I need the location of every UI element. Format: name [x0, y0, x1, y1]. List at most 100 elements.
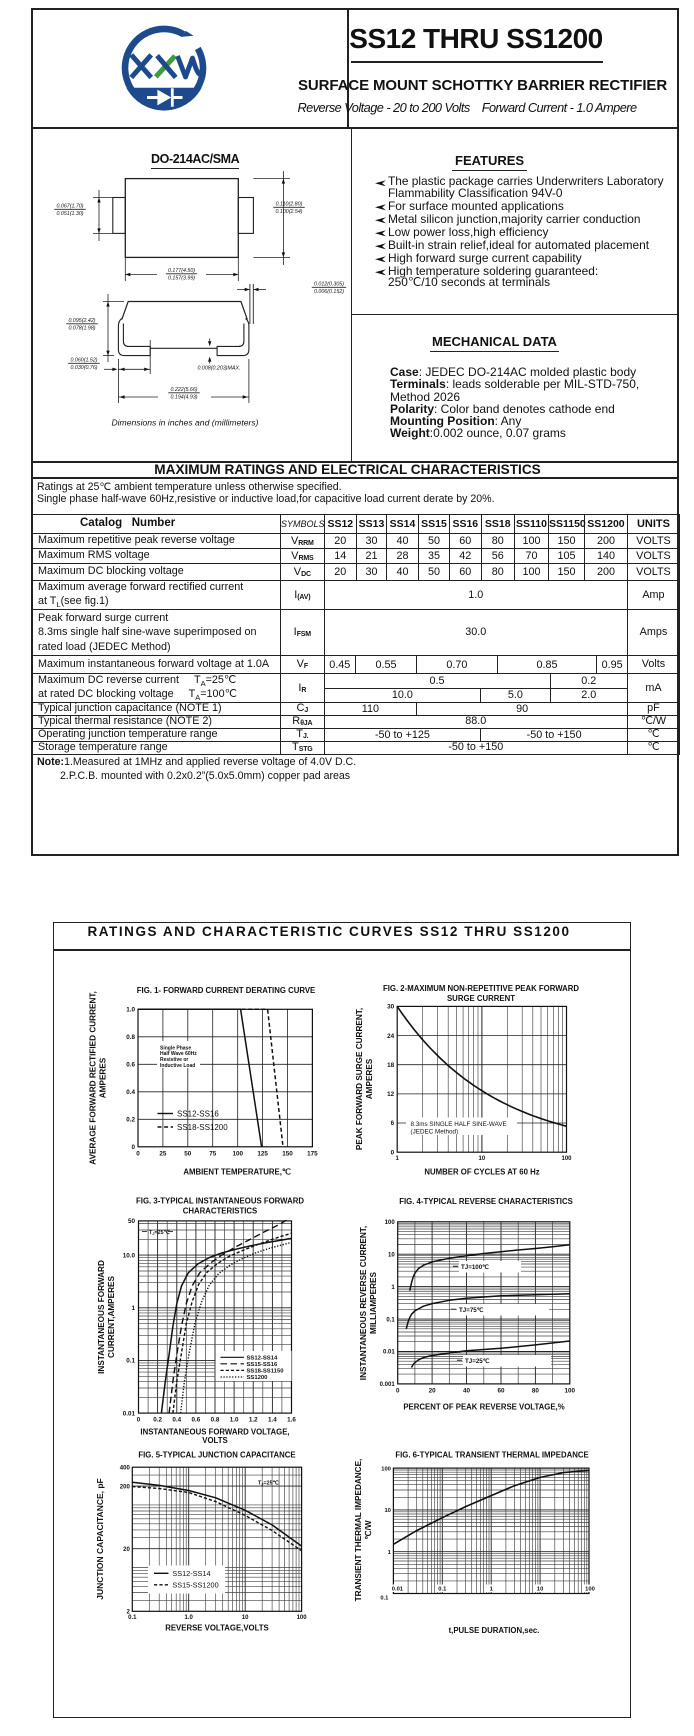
svg-text:1: 1: [396, 1156, 400, 1162]
svg-text:INSTANTANEOUS FORWARD VOLTAGE,: INSTANTANEOUS FORWARD VOLTAGE,: [140, 1428, 289, 1437]
svg-text:0.001: 0.001: [380, 1382, 396, 1388]
svg-text:175: 175: [307, 1150, 318, 1157]
svg-text:TRANSIENT THERMAL IMPEDANCE,: TRANSIENT THERMAL IMPEDANCE,: [354, 1459, 363, 1602]
svg-text:30: 30: [387, 1004, 395, 1011]
svg-text:0.8: 0.8: [126, 1034, 135, 1041]
svg-text:150: 150: [282, 1150, 293, 1157]
svg-text:SS12-SS16: SS12-SS16: [177, 1109, 219, 1118]
svg-text:0.01: 0.01: [383, 1350, 395, 1356]
svg-text:6: 6: [391, 1120, 395, 1127]
svg-text:TJ=25℃: TJ=25℃: [258, 1480, 279, 1487]
svg-text:1.0: 1.0: [230, 1417, 239, 1424]
svg-text:0.060(1.52): 0.060(1.52): [70, 358, 97, 364]
svg-text:Half Wave 60Hz: Half Wave 60Hz: [160, 1051, 197, 1057]
svg-text:0: 0: [131, 1144, 135, 1151]
svg-text:50: 50: [128, 1218, 136, 1225]
svg-text:0.8: 0.8: [211, 1417, 220, 1424]
svg-text:0.078(1.98): 0.078(1.98): [68, 326, 95, 332]
svg-text:0.1: 0.1: [380, 1596, 389, 1602]
svg-text:AVERAGE FORWARD RECTIFIED CURR: AVERAGE FORWARD RECTIFIED CURRENT,: [89, 991, 98, 1164]
svg-text:0.1: 0.1: [126, 1358, 135, 1365]
svg-text:18: 18: [387, 1062, 395, 1069]
svg-text:1.2: 1.2: [249, 1417, 258, 1424]
svg-text:FIG. 1- FORWARD CURRENT DERATI: FIG. 1- FORWARD CURRENT DERATING CURVE: [137, 986, 315, 995]
svg-text:80: 80: [532, 1387, 540, 1394]
svg-text:0.6: 0.6: [192, 1417, 201, 1424]
svg-text:25: 25: [159, 1150, 167, 1157]
svg-text:Resistive or: Resistive or: [160, 1057, 188, 1063]
svg-text:0: 0: [137, 1417, 141, 1424]
svg-text:10: 10: [242, 1615, 249, 1621]
svg-text:0.067(1.70): 0.067(1.70): [56, 204, 83, 210]
svg-text:0.157(3.99): 0.157(3.99): [168, 276, 195, 282]
svg-text:100: 100: [381, 1466, 391, 1472]
svg-text:MILLIAMPERES: MILLIAMPERES: [369, 1272, 378, 1334]
svg-text:1.6: 1.6: [287, 1417, 296, 1424]
svg-text:10.0: 10.0: [123, 1252, 136, 1259]
svg-text:10: 10: [388, 1252, 395, 1258]
svg-text:SS15-SS16: SS15-SS16: [247, 1362, 279, 1368]
svg-text:0.2: 0.2: [126, 1117, 135, 1124]
svg-text:0: 0: [391, 1149, 395, 1156]
svg-text:1: 1: [131, 1305, 135, 1312]
svg-text:10: 10: [384, 1508, 390, 1514]
svg-text:TJ=100℃: TJ=100℃: [461, 1264, 489, 1271]
svg-text:1: 1: [391, 1285, 395, 1291]
svg-text:0.095(2.42): 0.095(2.42): [68, 318, 95, 324]
svg-text:NUMBER OF CYCLES AT 60 Hz: NUMBER OF CYCLES AT 60 Hz: [424, 1168, 539, 1177]
svg-text:0.6: 0.6: [126, 1062, 135, 1069]
svg-text:Inductive Load: Inductive Load: [160, 1063, 195, 1069]
svg-text:1.0: 1.0: [126, 1007, 135, 1014]
svg-text:2: 2: [126, 1610, 130, 1616]
svg-text:100: 100: [585, 1587, 595, 1593]
svg-text:0.4: 0.4: [126, 1089, 135, 1096]
svg-text:100: 100: [297, 1615, 308, 1621]
svg-text:100: 100: [385, 1220, 396, 1226]
svg-text:JUNCTION CAPACITANCE, pF: JUNCTION CAPACITANCE, pF: [95, 1478, 105, 1600]
svg-text:0.008(0.203)MAX.: 0.008(0.203)MAX.: [198, 366, 241, 372]
svg-text:Single Phase: Single Phase: [160, 1045, 191, 1051]
svg-text:t,PULSE DURATION,sec.: t,PULSE DURATION,sec.: [449, 1626, 540, 1635]
svg-text:0.4: 0.4: [172, 1417, 181, 1424]
svg-text:TJ=25℃: TJ=25℃: [149, 1229, 170, 1236]
svg-text:20: 20: [429, 1387, 437, 1394]
svg-text:1: 1: [490, 1587, 494, 1593]
svg-text:0.177(4.50): 0.177(4.50): [168, 268, 195, 274]
svg-text:PEAK FORWARD SURGE CURRENT,: PEAK FORWARD SURGE CURRENT,: [355, 1008, 364, 1150]
svg-text:(JEDEC Method): (JEDEC Method): [411, 1129, 459, 1136]
svg-text:1: 1: [388, 1550, 392, 1556]
svg-text:0.1: 0.1: [128, 1615, 137, 1621]
svg-text:0.01: 0.01: [392, 1587, 404, 1593]
svg-text:1.0: 1.0: [185, 1615, 194, 1621]
svg-text:10: 10: [479, 1156, 486, 1162]
svg-text:0: 0: [136, 1150, 140, 1157]
svg-text:TJ=75℃: TJ=75℃: [459, 1307, 484, 1314]
svg-text:0.100(2.54): 0.100(2.54): [275, 209, 302, 215]
svg-text:40: 40: [463, 1387, 471, 1394]
svg-text:0: 0: [396, 1387, 400, 1394]
svg-text:0.222(5.66): 0.222(5.66): [170, 387, 197, 393]
svg-text:100: 100: [232, 1150, 243, 1157]
svg-text:INSTANTANEOUS REVERSE CURRENT,: INSTANTANEOUS REVERSE CURRENT,: [359, 1226, 368, 1380]
svg-text:FIG. 6-TYPICAL TRANSIENT THERM: FIG. 6-TYPICAL TRANSIENT THERMAL IMPEDAN…: [395, 1451, 588, 1460]
svg-text:SURGE CURRENT: SURGE CURRENT: [447, 994, 515, 1003]
svg-text:CURRENT,AMPERES: CURRENT,AMPERES: [107, 1276, 116, 1358]
svg-text:CHARACTERISTICS: CHARACTERISTICS: [183, 1207, 258, 1216]
svg-text:0.051(1.30): 0.051(1.30): [56, 211, 83, 217]
svg-text:0.110(2.80): 0.110(2.80): [276, 202, 303, 208]
svg-text:SS18-SS1150: SS18-SS1150: [247, 1369, 285, 1375]
svg-text:0.1: 0.1: [386, 1317, 395, 1323]
svg-text:FIG. 4-TYPICAL REVERSE CHARACT: FIG. 4-TYPICAL REVERSE CHARACTERISTICS: [399, 1197, 573, 1206]
svg-text:SS12-SS14: SS12-SS14: [172, 1569, 210, 1578]
svg-text:℃/W: ℃/W: [364, 1520, 373, 1539]
svg-text:FIG. 3-TYPICAL INSTANTANEOUS F: FIG. 3-TYPICAL INSTANTANEOUS FORWARD: [136, 1197, 304, 1206]
svg-text:100: 100: [565, 1387, 576, 1394]
svg-text:100: 100: [561, 1156, 572, 1162]
svg-text:60: 60: [497, 1387, 505, 1394]
svg-text:0.1: 0.1: [438, 1587, 447, 1593]
svg-text:SS1200: SS1200: [247, 1375, 269, 1381]
svg-text:REVERSE VOLTAGE,VOLTS: REVERSE VOLTAGE,VOLTS: [165, 1624, 269, 1633]
svg-text:10: 10: [537, 1587, 543, 1593]
svg-text:0.2: 0.2: [153, 1417, 162, 1424]
svg-text:0.030(0.76): 0.030(0.76): [70, 365, 97, 371]
